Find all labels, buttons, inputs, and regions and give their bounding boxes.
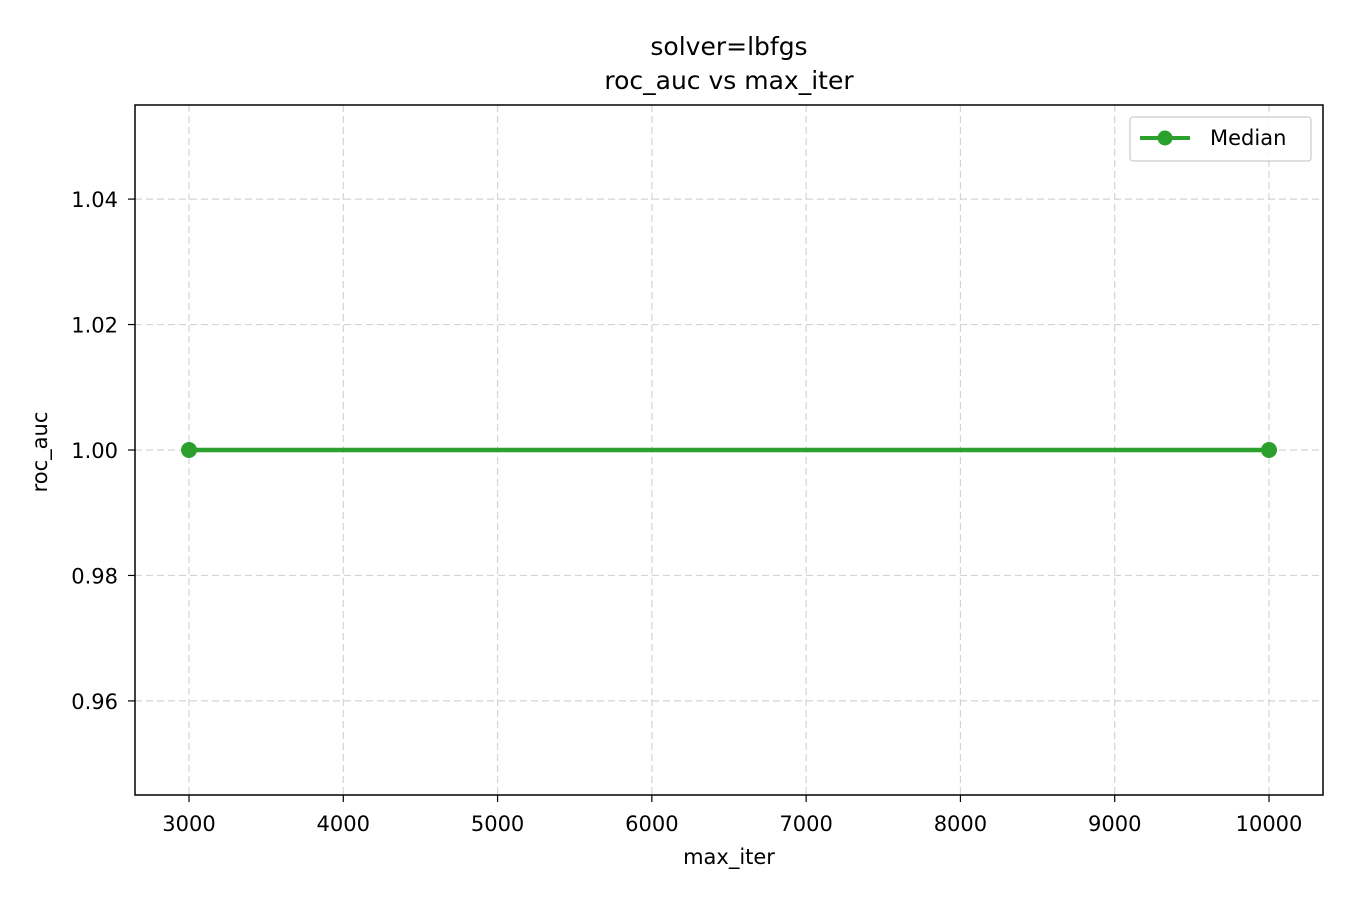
data-point bbox=[1261, 442, 1277, 458]
x-tick-label: 5000 bbox=[471, 812, 524, 836]
x-tick-label: 9000 bbox=[1088, 812, 1141, 836]
series bbox=[181, 442, 1277, 458]
legend-box bbox=[1129, 116, 1312, 162]
x-tick-label: 8000 bbox=[934, 812, 987, 836]
x-tick-label: 7000 bbox=[779, 812, 832, 836]
y-tick-label: 1.00 bbox=[71, 439, 118, 463]
legend-marker-median bbox=[1157, 130, 1173, 146]
y-tick-label: 1.02 bbox=[71, 314, 118, 338]
y-axis-label: roc_auc bbox=[28, 412, 53, 493]
y-tick-label: 0.98 bbox=[71, 564, 118, 588]
data-point bbox=[181, 442, 197, 458]
chart-title: solver=lbfgs bbox=[650, 32, 807, 61]
x-axis: 3000 4000 5000 6000 7000 8000 9000 10000 bbox=[162, 795, 1302, 836]
legend-label-median: Median bbox=[1210, 126, 1286, 150]
chart-subtitle: roc_auc vs max_iter bbox=[604, 66, 854, 95]
x-axis-label: max_iter bbox=[683, 845, 775, 870]
y-tick-label: 1.04 bbox=[71, 188, 118, 212]
x-tick-label: 4000 bbox=[317, 812, 370, 836]
legend: Median bbox=[1129, 116, 1312, 162]
x-tick-label: 3000 bbox=[162, 812, 215, 836]
x-tick-label: 10000 bbox=[1236, 812, 1303, 836]
x-tick-label: 6000 bbox=[625, 812, 678, 836]
y-tick-label: 0.96 bbox=[71, 690, 118, 714]
y-axis: 0.96 0.98 1.00 1.02 1.04 bbox=[71, 188, 135, 714]
